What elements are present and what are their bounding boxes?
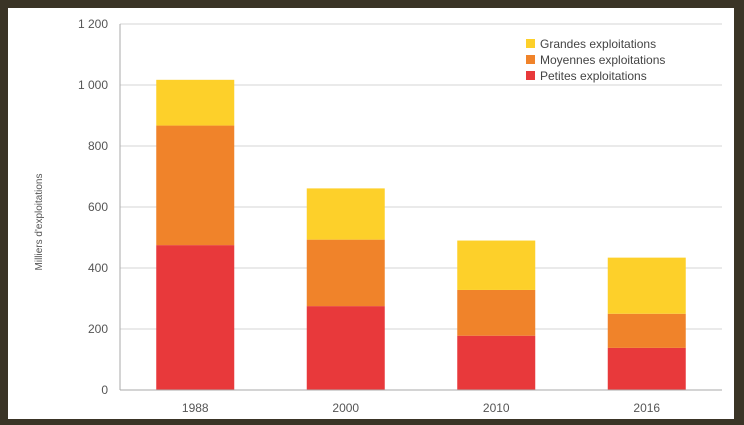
legend-swatch	[526, 71, 535, 80]
bar-segment	[306, 306, 385, 390]
bar-segment	[156, 79, 235, 126]
y-tick-label: 800	[88, 139, 108, 153]
x-tick-label: 1988	[182, 401, 209, 415]
y-tick-label: 1 000	[78, 78, 108, 92]
bar-segment	[457, 335, 536, 390]
y-tick-label: 1 200	[78, 17, 108, 31]
legend: Grandes exploitations Moyennes exploitati…	[526, 37, 665, 83]
legend-label: Petites exploitations	[540, 69, 647, 83]
legend-label: Moyennes exploitations	[540, 53, 665, 67]
x-tick-label: 2016	[633, 401, 660, 415]
bar-segment	[607, 257, 686, 314]
y-tick-label: 600	[88, 200, 108, 214]
bar-segment	[306, 188, 385, 240]
legend-swatch	[526, 39, 535, 48]
bar-segment	[457, 240, 536, 290]
x-tick-label: 2010	[483, 401, 510, 415]
bar-segment	[607, 313, 686, 348]
y-tick-labels: 0 200 400 600 800 1 000 1 200	[78, 17, 108, 397]
y-tick-label: 200	[88, 322, 108, 336]
stacked-bar-chart: 0 200 400 600 800 1 000 1 200 1988 2000 2010 2016…	[34, 17, 722, 415]
legend-label: Grandes exploitations	[540, 37, 656, 51]
axes	[119, 24, 722, 391]
y-tick-label: 400	[88, 261, 108, 275]
bar-segment	[156, 125, 235, 246]
bar-segment	[156, 245, 235, 390]
bar-segment	[306, 239, 385, 307]
bar-segment	[457, 289, 536, 336]
bar-segment	[607, 347, 686, 390]
chart-panel: 0 200 400 600 800 1 000 1 200 1988 2000 2010 2016…	[8, 8, 734, 419]
legend-swatch	[526, 55, 535, 64]
x-tick-labels: 1988 2000 2010 2016	[182, 401, 661, 415]
y-axis-title: Milliers d'exploitations	[34, 174, 45, 271]
bars	[156, 79, 686, 390]
y-tick-label: 0	[101, 383, 108, 397]
x-tick-label: 2000	[332, 401, 359, 415]
